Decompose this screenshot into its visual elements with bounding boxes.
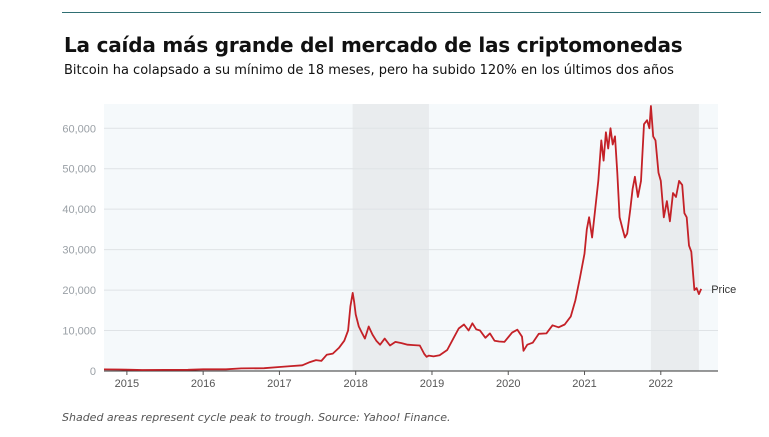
chart-subtitle: Bitcoin ha colapsado a su mínimo de 18 m… — [64, 63, 674, 78]
y-tick-label: 20,000 — [62, 285, 96, 297]
y-tick-label: 10,000 — [62, 326, 96, 338]
top-rule — [62, 12, 761, 13]
source-note: Shaded areas represent cycle peak to tro… — [62, 411, 451, 424]
series-line-price — [103, 105, 703, 371]
series-end-label: Price — [711, 284, 736, 296]
y-tick-label: 0 — [90, 366, 96, 378]
x-tick-label: 2015 — [115, 378, 139, 390]
x-tick-label: 2018 — [343, 378, 367, 390]
x-tick-label: 2016 — [191, 378, 215, 390]
chart-title: La caída más grande del mercado de las c… — [64, 33, 683, 57]
x-tick-label: 2019 — [420, 378, 444, 390]
y-tick-label: 60,000 — [62, 123, 96, 135]
x-tick-label: 2022 — [649, 378, 673, 390]
x-tick-label: 2021 — [572, 378, 596, 390]
shaded-period-2 — [650, 104, 699, 371]
shaded-period-1 — [352, 104, 429, 371]
y-tick-label: 40,000 — [62, 204, 96, 216]
x-tick-label: 2017 — [267, 378, 291, 390]
x-tick-label: 2020 — [496, 378, 520, 390]
y-tick-label: 50,000 — [62, 164, 96, 176]
y-tick-label: 30,000 — [62, 245, 96, 257]
